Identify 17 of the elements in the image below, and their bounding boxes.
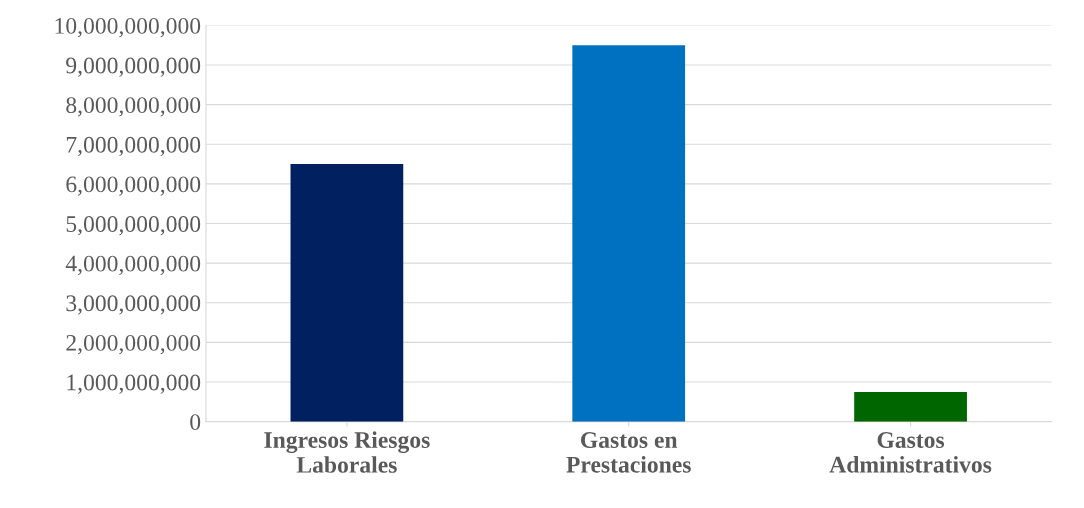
y-tick-label: 3,000,000,000 (66, 295, 201, 315)
y-tick-label: 9,000,000,000 (66, 57, 201, 77)
y-tick-label: 8,000,000,000 (66, 97, 201, 117)
x-tick-label: Ingresos Riesgos Laborales (264, 431, 430, 473)
y-tick-label: 2,000,000,000 (66, 334, 201, 355)
x-tick-label: Gastos Administrativos (829, 432, 992, 473)
bar (854, 391, 967, 422)
y-tick-label: 1,000,000,000 (67, 374, 201, 394)
y-tick-label: 10,000,000,000 (55, 17, 201, 38)
y-tick-label: 5,000,000,000 (66, 216, 201, 236)
x-tick-label: Gastos en Prestaciones (566, 432, 691, 473)
bar (290, 164, 404, 422)
y-tick-label: 7,000,000,000 (66, 136, 201, 157)
bar (572, 45, 686, 422)
y-tick-label: 6,000,000,000 (66, 176, 201, 196)
y-tick-label: 0 (190, 414, 201, 431)
y-tick-label: 4,000,000,000 (65, 255, 201, 275)
